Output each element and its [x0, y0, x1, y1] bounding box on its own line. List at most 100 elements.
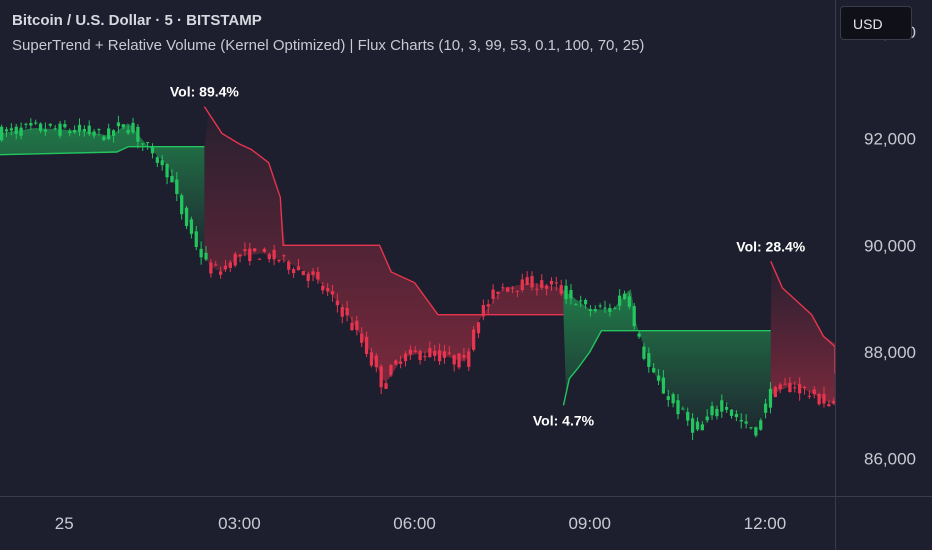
candle-body [510, 287, 515, 289]
supertrend-fills [0, 113, 835, 432]
candle-body [579, 300, 583, 302]
candle-body [768, 388, 773, 408]
price-tick-label: 88,000 [864, 343, 916, 362]
candle-body [34, 122, 38, 124]
chart-symbol-title: Bitcoin / U.S. Dollar · 5 · BITSTAMP [12, 12, 262, 29]
candle-body [506, 287, 510, 292]
candle-body [759, 420, 763, 430]
candle-body [180, 195, 184, 215]
volume-annotations: Vol: 89.4% Vol: 4.7% Vol: 28.4% [170, 84, 806, 429]
candle-body [175, 179, 179, 194]
candle-body [583, 299, 588, 305]
candle-body [695, 421, 700, 430]
candle-body [608, 307, 612, 312]
candle-body [817, 393, 821, 405]
candle-body [622, 293, 627, 300]
candle-body [593, 309, 597, 311]
candle-body [296, 266, 301, 271]
candle-body [418, 351, 422, 361]
candle-body [433, 350, 437, 356]
candle-body [822, 394, 826, 404]
candle-body [141, 143, 145, 145]
candle-body [291, 269, 296, 274]
candle-body [725, 406, 729, 410]
supertrend-up-line [562, 329, 771, 406]
candle-body [238, 254, 242, 257]
candle-body [613, 308, 617, 310]
candle-body [243, 249, 247, 252]
candle-body [647, 353, 651, 367]
candle-body [282, 255, 286, 257]
candle-body [374, 355, 378, 368]
bearish-fill [770, 263, 835, 406]
candle-body [209, 262, 213, 274]
candle-body [778, 384, 782, 390]
candle-body [476, 322, 481, 334]
candle-body [442, 351, 447, 358]
candle-body [160, 160, 164, 166]
candle-body [311, 271, 315, 275]
candle-body [559, 285, 563, 294]
supertrend-up-line [0, 145, 205, 156]
candle-body [189, 219, 194, 234]
candle-body [170, 175, 174, 183]
candle-body [598, 305, 602, 307]
time-tick-label: 09:00 [568, 514, 611, 533]
indicator-legend[interactable]: SuperTrend + Relative Volume (Kernel Opt… [12, 37, 645, 54]
candle-body [326, 288, 330, 292]
time-tick-label: 06:00 [393, 514, 436, 533]
candle-body [423, 356, 427, 358]
candle-body [82, 128, 86, 132]
candle-body [194, 231, 198, 247]
candle-body [588, 309, 593, 311]
candle-body [486, 304, 490, 307]
time-tick-label: 12:00 [744, 514, 787, 533]
currency-button[interactable]: USD [840, 6, 912, 40]
price-tick-label: 90,000 [864, 236, 916, 255]
bullish-fill [563, 289, 771, 432]
candle-body [491, 289, 495, 299]
candle-body [116, 122, 121, 127]
candle-body [739, 419, 743, 422]
candle-body [754, 427, 758, 436]
candle-body [661, 377, 666, 394]
time-axis[interactable]: 25 03:00 06:00 09:00 12:00 [55, 514, 786, 533]
candle-body [481, 305, 485, 317]
candle-body [350, 322, 354, 331]
candle-body [617, 295, 622, 306]
candle-body [184, 207, 189, 227]
candle-body [68, 131, 72, 134]
candle-body [603, 307, 607, 309]
candle-body [53, 128, 57, 130]
candle-body [43, 129, 48, 132]
price-tick-label: 86,000 [864, 450, 916, 469]
candle-body [656, 375, 661, 381]
candle-body [793, 387, 797, 389]
candle-body [812, 389, 816, 395]
candle-body [666, 396, 670, 400]
candle-body [530, 276, 534, 288]
candle-body [554, 282, 558, 284]
candle-body [549, 280, 554, 285]
candle-body [355, 320, 359, 331]
candle-body [399, 361, 403, 364]
candle-body [29, 123, 33, 126]
candle-body [471, 329, 476, 350]
price-tick-label: 92,000 [864, 130, 916, 149]
candle-body [734, 413, 739, 418]
candle-body [107, 128, 111, 140]
bullish-fill [0, 123, 205, 255]
candle-body [72, 130, 77, 133]
candle-body [535, 288, 539, 290]
candle-body [131, 122, 135, 133]
candle-body [136, 126, 140, 142]
candle-body [97, 129, 101, 131]
candle-body [126, 130, 130, 134]
candle-body [652, 368, 656, 373]
candle-body [48, 123, 52, 126]
candle-body [642, 346, 646, 359]
volume-label: Vol: 4.7% [533, 412, 595, 428]
candle-body [540, 280, 544, 288]
